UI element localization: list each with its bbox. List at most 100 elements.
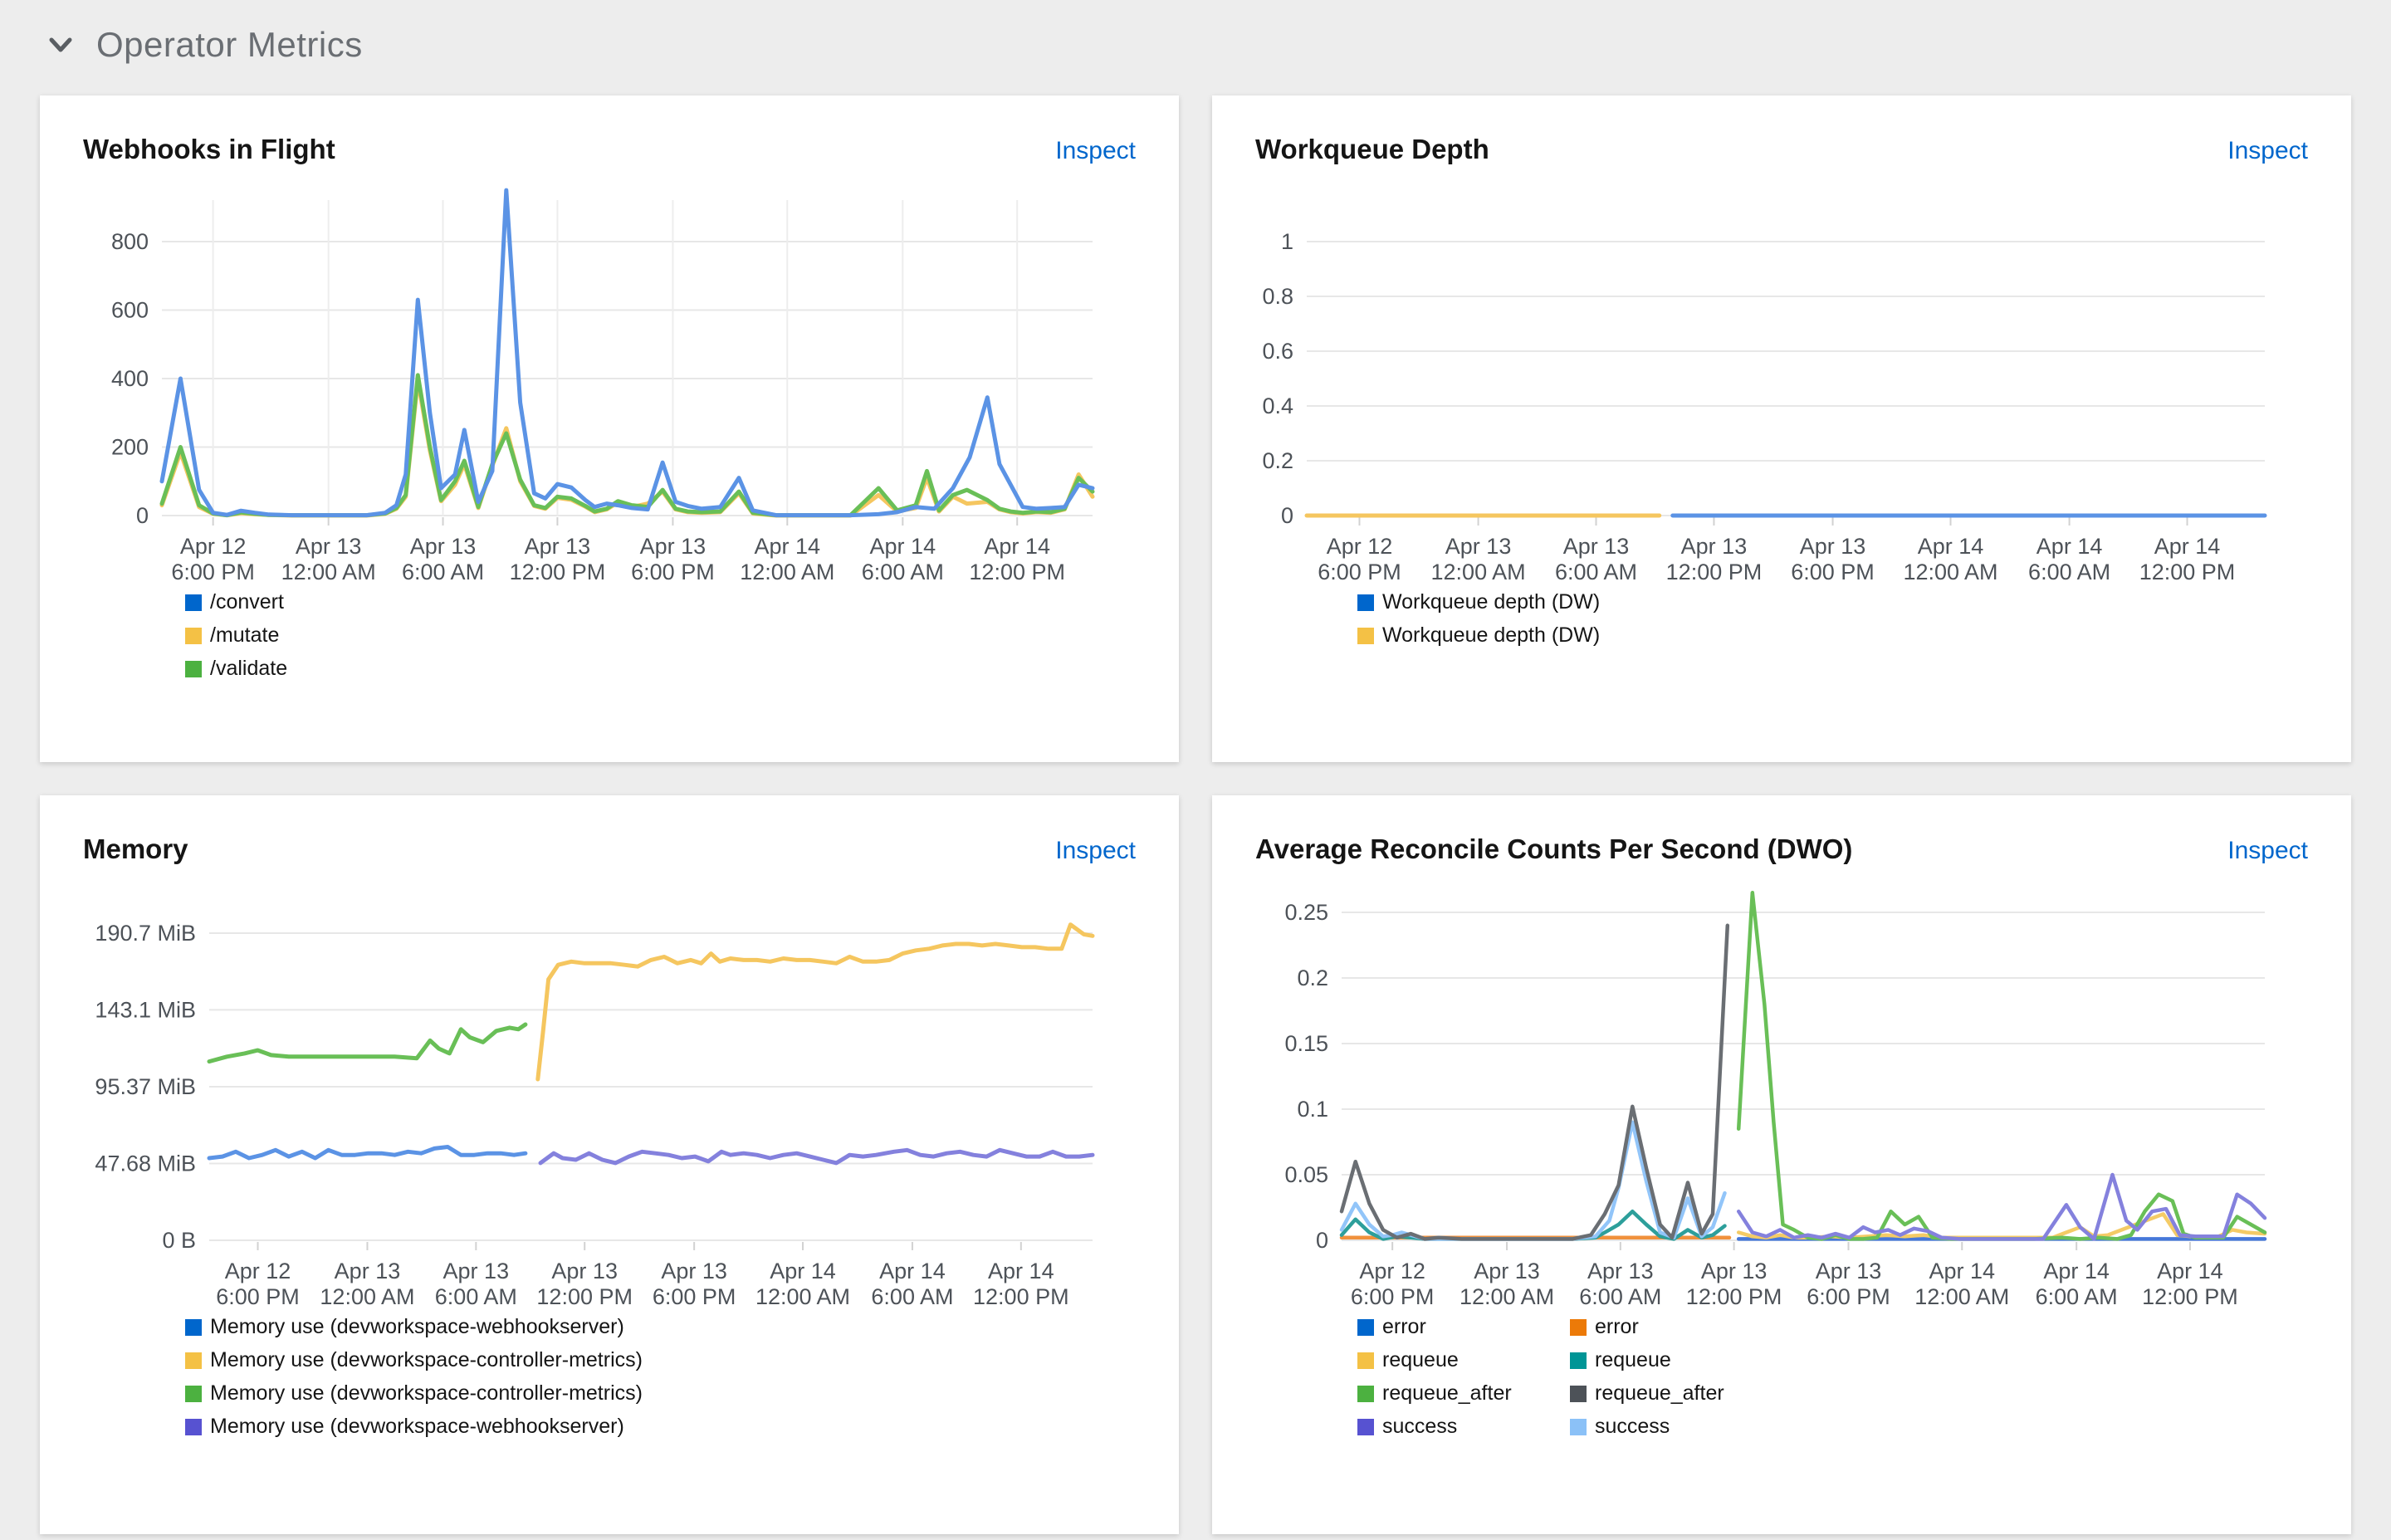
x-axis-tick-label: Apr 13 12:00 AM [320, 1259, 414, 1309]
legend-label: /mutate [210, 623, 280, 647]
legend-label: /validate [210, 657, 288, 680]
legend-label: Memory use (devworkspace-webhookserver) [210, 1415, 624, 1438]
x-axis-tick-label: Apr 13 6:00 PM [631, 534, 715, 584]
chart-title: Average Reconcile Counts Per Second (DWO… [1255, 834, 1853, 864]
x-axis-tick-label: Apr 13 12:00 PM [1666, 534, 1763, 584]
memory-chart: 190.7 MiB 143.1 MiB 95.37 MiB 47.68 MiB 0 B A… [95, 921, 1095, 1309]
legend-swatch-icon [185, 660, 202, 677]
inspect-link[interactable]: Inspect [1055, 837, 1136, 864]
legend-item: Workqueue depth (DW) [1357, 590, 1600, 614]
series-line-requeue_after-new [1736, 891, 2267, 1241]
x-axis-tick-label: Apr 12 6:00 PM [1318, 534, 1401, 584]
legend-label: requeue [1382, 1348, 1459, 1371]
legend-item: /mutate [185, 623, 368, 648]
inspect-link[interactable]: Inspect [1055, 137, 1136, 164]
inspect-link[interactable]: Inspect [2227, 837, 2308, 864]
legend-swatch-icon [185, 1418, 202, 1435]
y-axis-tick-label: 0.8 [1262, 284, 1293, 309]
chart-legend: Workqueue depth (DW) Workqueue depth (DW) [1357, 590, 2308, 657]
x-axis-tick-label: Apr 13 12:00 AM [1460, 1259, 1554, 1309]
legend-column: Memory use (devworkspace-webhookserver) M… [185, 1315, 643, 1448]
x-axis-tick-label: Apr 14 6:00 AM [2036, 1259, 2118, 1309]
series-line-success-old [1339, 1120, 1727, 1241]
y-axis-tick-label: 143.1 MiB [95, 997, 196, 1022]
y-axis-tick-label: 0.2 [1297, 966, 1328, 990]
legend-label: success [1382, 1415, 1458, 1438]
legend-column: Workqueue depth (DW) Workqueue depth (DW) [1357, 590, 1600, 657]
legend-swatch-icon [185, 627, 202, 644]
legend-item: requeue_after [1357, 1381, 1540, 1406]
y-axis-tick-label: 47.68 MiB [95, 1151, 196, 1176]
series-line-requeue_after-old [1339, 923, 1730, 1241]
legend-swatch-icon [1357, 1418, 1374, 1435]
y-axis-tick-label: 0.4 [1262, 394, 1293, 418]
x-axis-tick-label: Apr 14 12:00 PM [2139, 534, 2236, 584]
legend-label: error [1595, 1315, 1639, 1338]
y-axis-tick-label: 0 B [162, 1228, 196, 1253]
legend-item: requeue_after [1570, 1381, 1753, 1406]
webhooks-in-flight-card: Webhooks in Flight Inspect 800 600 400 200 0… [40, 95, 1179, 762]
legend-column: /convert/mutate/validate [185, 590, 368, 690]
x-axis-tick-label: Apr 12 6:00 PM [171, 534, 255, 584]
x-axis-tick-label: Apr 14 6:00 AM [862, 534, 944, 584]
chart-title: Webhooks in Flight [83, 134, 335, 164]
x-axis-tick-label: Apr 14 6:00 AM [2028, 534, 2110, 584]
card-header: Webhooks in Flight Inspect [83, 134, 1136, 165]
x-axis-tick-label: Apr 12 6:00 PM [1351, 1259, 1435, 1309]
y-axis-tick-label: 190.7 MiB [95, 921, 196, 946]
legend-item: requeue [1570, 1348, 1753, 1372]
reconcile-counts-card: Average Reconcile Counts Per Second (DWO… [1212, 795, 2351, 1534]
y-axis-tick-label: 0.25 [1284, 900, 1328, 925]
x-axis-tick-label: Apr 13 6:00 PM [1807, 1259, 1890, 1309]
legend-label: Workqueue depth (DW) [1382, 590, 1601, 614]
y-axis-tick-label: 1 [1281, 229, 1293, 254]
series-line-/convert [159, 188, 1095, 518]
inspect-link[interactable]: Inspect [2227, 137, 2308, 164]
x-axis-tick-label: Apr 14 12:00 AM [1914, 1259, 2009, 1309]
x-axis-tick-label: Apr 14 12:00 PM [969, 534, 1065, 584]
y-axis-tick-label: 200 [111, 435, 149, 460]
legend-label: Memory use (devworkspace-controller-metr… [210, 1348, 643, 1371]
x-axis-tick-label: Apr 13 6:00 PM [653, 1259, 736, 1309]
legend-label: Memory use (devworkspace-webhookserver) [210, 1315, 624, 1338]
legend-item: error [1570, 1315, 1753, 1339]
x-axis-tick-label: Apr 14 12:00 AM [740, 534, 834, 584]
legend-label: requeue [1595, 1348, 1671, 1371]
series-line-mem-controller-new [535, 922, 1095, 1082]
y-axis-tick-label: 0 [1316, 1228, 1328, 1253]
card-header: Memory Inspect [83, 834, 1136, 865]
card-header: Workqueue Depth Inspect [1255, 134, 2308, 165]
operator-metrics-section-toggle[interactable]: Operator Metrics [46, 25, 363, 65]
legend-item: Memory use (devworkspace-controller-metr… [185, 1381, 643, 1406]
webhooks-in-flight-chart: 800 600 400 200 0 Apr 12 6:00 PM Apr 13 12:00 AM… [111, 188, 1095, 584]
legend-label: error [1382, 1315, 1426, 1338]
legend-label: success [1595, 1415, 1670, 1438]
chart-title: Workqueue Depth [1255, 134, 1489, 164]
legend-swatch-icon [185, 1385, 202, 1402]
y-axis-tick-label: 400 [111, 366, 149, 391]
legend-label: Memory use (devworkspace-controller-metr… [210, 1381, 643, 1405]
x-axis-tick-label: Apr 13 12:00 PM [510, 534, 606, 584]
legend-swatch-icon [1357, 627, 1374, 644]
legend-item: success [1357, 1415, 1540, 1439]
x-axis-tick-label: Apr 13 12:00 AM [281, 534, 376, 584]
legend-label: requeue_after [1595, 1381, 1724, 1405]
x-axis-tick-label: Apr 13 6:00 AM [402, 534, 484, 584]
y-axis-tick-label: 0.2 [1262, 448, 1293, 473]
y-axis-tick-label: 0 [136, 503, 149, 528]
legend-item: Memory use (devworkspace-controller-metr… [185, 1348, 643, 1372]
legend-item: requeue [1357, 1348, 1540, 1372]
x-axis-tick-label: Apr 14 12:00 PM [973, 1259, 1069, 1309]
x-axis-tick-label: Apr 14 12:00 AM [755, 1259, 850, 1309]
workqueue-depth-chart: 1 0.8 0.6 0.4 0.2 0 Apr 12 6:00 PM Apr 13 12:00 A… [1262, 229, 2267, 584]
series-line-mem-webhookserver-new [538, 1147, 1095, 1166]
legend-label: requeue_after [1382, 1381, 1512, 1405]
y-axis-tick-label: 95.37 MiB [95, 1074, 196, 1099]
legend-swatch-icon [1357, 1352, 1374, 1369]
y-axis-tick-label: 0.05 [1284, 1162, 1328, 1187]
legend-item: error [1357, 1315, 1540, 1339]
chart-legend: /convert/mutate/validate [185, 590, 1136, 690]
y-axis-tick-label: 0.6 [1262, 339, 1293, 364]
